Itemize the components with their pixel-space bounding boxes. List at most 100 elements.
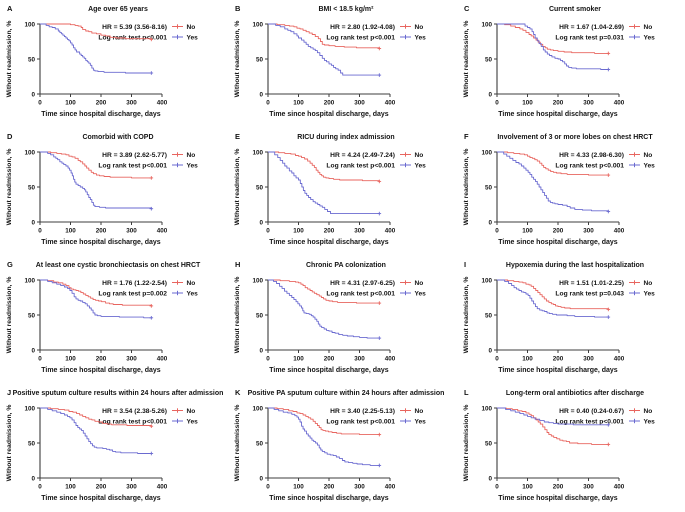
hr-annotation: HR = 1.51 (1.01-2.25) xyxy=(559,280,624,287)
hr-annotation: HR = 3.89 (2.62-5.77) xyxy=(102,152,167,159)
x-tick-label: 100 xyxy=(65,227,76,234)
km-curve-no xyxy=(268,23,381,49)
km-plot-F: F Involvement of 3 or more lobes on chest… xyxy=(463,132,655,246)
y-axis-label: Without readmission, % xyxy=(463,405,470,482)
panel-letter: J xyxy=(7,388,11,397)
x-tick-label: 0 xyxy=(495,227,499,234)
x-tick-label: 0 xyxy=(267,99,271,106)
panel-title: BMI < 18.5 kg/m² xyxy=(319,6,375,13)
x-tick-label: 400 xyxy=(157,99,168,106)
logrank-annotation: Log rank test p<0.001 xyxy=(327,290,396,297)
y-tick-label: 100 xyxy=(25,277,36,284)
y-tick-label: 0 xyxy=(488,347,492,354)
km-curve-no xyxy=(496,407,608,445)
x-tick-label: 300 xyxy=(583,484,594,491)
legend-no-label: No xyxy=(186,408,195,415)
hr-annotation: HR = 3.40 (2.25-5.13) xyxy=(330,408,395,415)
y-tick-label: 100 xyxy=(481,405,492,412)
km-curve-no xyxy=(496,151,608,176)
x-tick-label: 400 xyxy=(157,356,168,363)
x-tick-label: 400 xyxy=(613,356,624,363)
x-tick-label: 200 xyxy=(96,227,107,234)
x-tick-label: 200 xyxy=(552,227,563,234)
x-tick-label: 0 xyxy=(38,356,42,363)
y-tick-label: 50 xyxy=(485,440,492,447)
x-axis-label: Time since hospital discharge, days xyxy=(498,111,618,118)
y-tick-label: 0 xyxy=(31,219,35,226)
y-tick-label: 0 xyxy=(31,347,35,354)
x-tick-label: 200 xyxy=(324,484,335,491)
legend-no-label: No xyxy=(415,152,424,159)
y-tick-label: 100 xyxy=(25,405,36,412)
x-tick-label: 200 xyxy=(552,356,563,363)
x-axis-label: Time since hospital discharge, days xyxy=(270,495,390,502)
x-axis-label: Time since hospital discharge, days xyxy=(498,239,618,246)
x-tick-label: 100 xyxy=(65,484,76,491)
x-tick-label: 0 xyxy=(38,99,42,106)
y-tick-label: 50 xyxy=(485,312,492,319)
km-panel-F: F Involvement of 3 or more lobes on chest… xyxy=(457,128,685,256)
x-axis-label: Time since hospital discharge, days xyxy=(498,495,618,502)
x-tick-label: 100 xyxy=(65,99,76,106)
panel-title: At least one cystic bronchiectasis on ch… xyxy=(36,262,201,269)
logrank-annotation: Log rank test p<0.001 xyxy=(98,162,167,169)
km-plot-I: I Hypoxemia during the last hospitalizati… xyxy=(463,260,655,374)
x-tick-label: 300 xyxy=(355,484,366,491)
panel-title: Comorbid with COPD xyxy=(82,134,153,141)
x-tick-label: 100 xyxy=(294,484,305,491)
panel-letter: F xyxy=(464,132,469,141)
panel-title: Current smoker xyxy=(549,6,601,13)
x-tick-label: 200 xyxy=(324,227,335,234)
legend-yes-label: Yes xyxy=(415,34,427,41)
y-axis-label: Without readmission, % xyxy=(463,149,470,226)
x-tick-label: 200 xyxy=(324,356,335,363)
x-tick-label: 100 xyxy=(294,99,305,106)
km-curve-yes xyxy=(496,279,608,318)
y-tick-label: 100 xyxy=(253,21,264,28)
km-curve-yes xyxy=(39,151,152,209)
y-axis-label: Without readmission, % xyxy=(234,21,241,98)
x-tick-label: 100 xyxy=(294,227,305,234)
y-tick-label: 100 xyxy=(253,405,264,412)
x-tick-label: 0 xyxy=(267,356,271,363)
km-curve-yes xyxy=(39,23,152,74)
x-tick-label: 200 xyxy=(552,99,563,106)
km-panel-H: H Chronic PA colonization 0 100 200 300 400 0 50… xyxy=(228,256,456,384)
x-tick-label: 200 xyxy=(96,99,107,106)
legend-yes-label: Yes xyxy=(643,418,655,425)
panel-title: Long-term oral antibiotics after dischar… xyxy=(506,390,644,397)
y-axis-label: Without readmission, % xyxy=(234,149,241,226)
y-tick-label: 0 xyxy=(488,475,492,482)
y-tick-label: 50 xyxy=(28,56,35,63)
panel-letter: D xyxy=(7,132,13,141)
legend-no-label: No xyxy=(415,280,424,287)
hr-annotation: HR = 1.67 (1.04-2.69) xyxy=(559,24,624,31)
x-axis-label: Time since hospital discharge, days xyxy=(41,367,161,374)
y-axis-label: Without readmission, % xyxy=(6,277,13,354)
y-tick-label: 50 xyxy=(256,312,263,319)
y-tick-label: 100 xyxy=(481,21,492,28)
y-tick-label: 100 xyxy=(253,149,264,156)
km-curve-no xyxy=(268,279,380,304)
km-curve-no xyxy=(39,407,152,427)
x-tick-label: 400 xyxy=(613,484,624,491)
x-tick-label: 100 xyxy=(522,356,533,363)
x-tick-label: 300 xyxy=(126,356,137,363)
y-tick-label: 100 xyxy=(25,21,36,28)
panel-title: Hypoxemia during the last hospitalizatio… xyxy=(506,262,644,269)
x-tick-label: 400 xyxy=(385,356,396,363)
hr-annotation: HR = 1.76 (1.22-2.54) xyxy=(102,280,167,287)
y-axis-label: Without readmission, % xyxy=(463,21,470,98)
km-plot-L: L Long-term oral antibiotics after discha… xyxy=(463,388,655,502)
km-curve-yes xyxy=(268,151,380,215)
x-tick-label: 0 xyxy=(495,99,499,106)
legend-no-label: No xyxy=(186,152,195,159)
km-curve-no xyxy=(39,279,152,306)
panel-title: Chronic PA colonization xyxy=(306,262,386,269)
panel-letter: G xyxy=(7,260,13,269)
panel-letter: H xyxy=(235,260,240,269)
x-tick-label: 100 xyxy=(65,356,76,363)
hr-annotation: HR = 3.54 (2.38-5.26) xyxy=(102,408,167,415)
x-tick-label: 0 xyxy=(495,356,499,363)
x-tick-label: 0 xyxy=(495,484,499,491)
